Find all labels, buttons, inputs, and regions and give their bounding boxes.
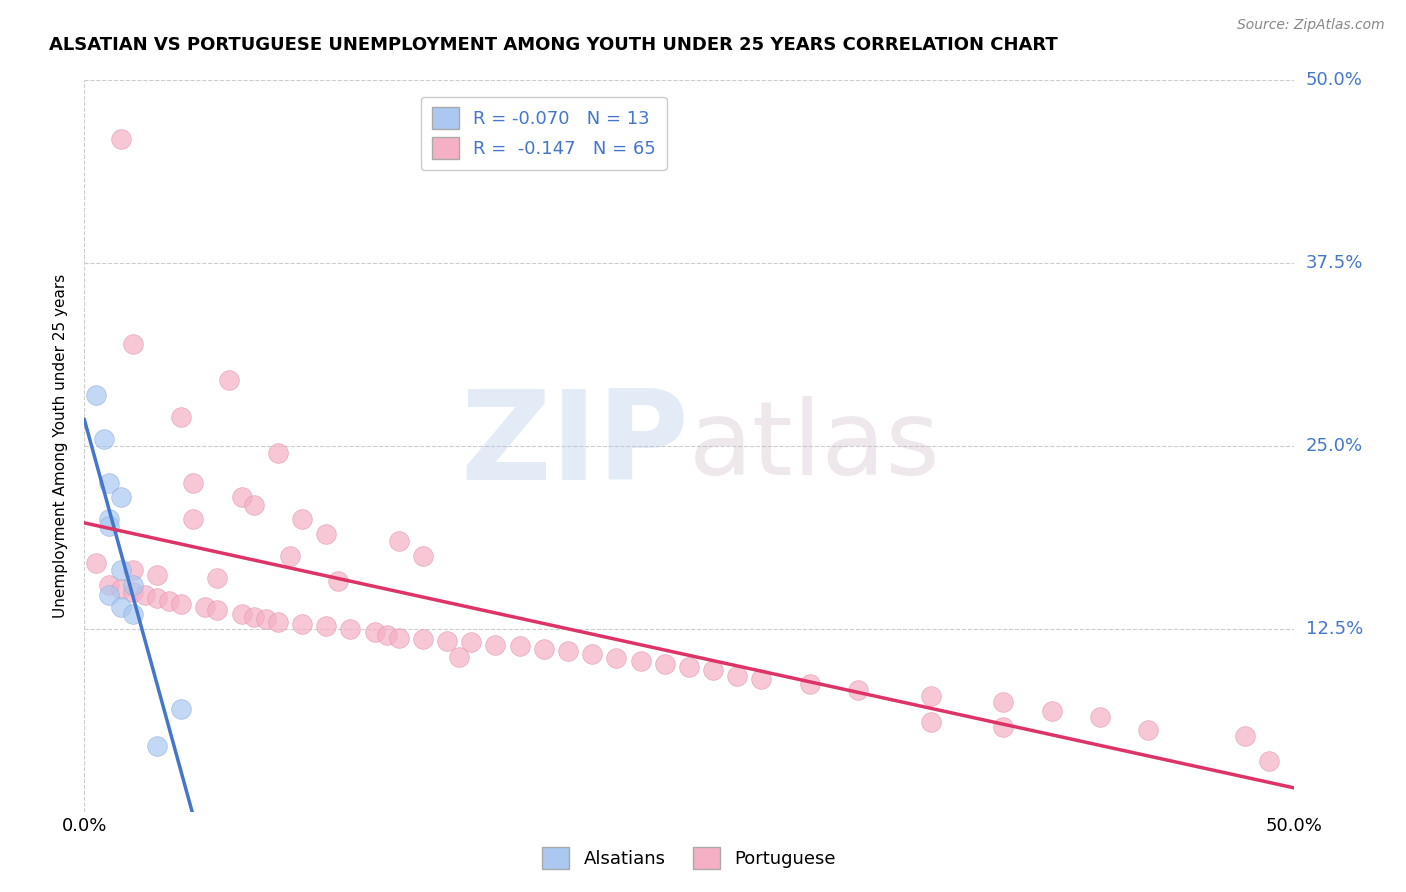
Point <box>207 603 229 617</box>
Point <box>1234 729 1257 743</box>
Point <box>86 556 108 570</box>
Point <box>1088 709 1111 723</box>
Point <box>993 695 1015 709</box>
Point <box>121 578 143 592</box>
Point <box>181 475 204 490</box>
Point <box>231 607 253 622</box>
Point <box>449 649 471 664</box>
Point <box>146 591 169 606</box>
Point <box>86 388 108 402</box>
Point <box>267 446 290 460</box>
Point <box>291 617 314 632</box>
Text: 25.0%: 25.0% <box>1306 437 1362 455</box>
Text: ZIP: ZIP <box>460 385 689 507</box>
Point <box>121 607 143 622</box>
Text: 37.5%: 37.5% <box>1306 254 1362 272</box>
Point <box>267 615 290 629</box>
Point <box>121 336 143 351</box>
Point <box>93 432 115 446</box>
Point <box>146 567 169 582</box>
Point <box>751 672 773 686</box>
Text: Source: ZipAtlas.com: Source: ZipAtlas.com <box>1237 18 1385 32</box>
Point <box>388 534 411 549</box>
Point <box>654 657 676 671</box>
Point <box>181 512 204 526</box>
Point <box>1040 704 1063 718</box>
Point <box>278 549 301 563</box>
Point <box>97 519 120 533</box>
Point <box>436 633 458 648</box>
Point <box>97 578 120 592</box>
Point <box>242 498 264 512</box>
Y-axis label: Unemployment Among Youth under 25 years: Unemployment Among Youth under 25 years <box>53 274 69 618</box>
Text: 50.0%: 50.0% <box>1306 71 1362 89</box>
Point <box>170 702 193 716</box>
Point <box>218 373 240 387</box>
Point <box>110 563 132 577</box>
Point <box>509 640 531 654</box>
Point <box>460 635 482 649</box>
Point <box>170 597 193 611</box>
Point <box>484 638 506 652</box>
Point <box>121 585 143 599</box>
Point <box>146 739 169 753</box>
Point <box>1258 754 1281 768</box>
Point <box>328 574 350 588</box>
Point <box>97 475 120 490</box>
Point <box>97 588 120 602</box>
Point <box>557 644 579 658</box>
Point <box>630 654 652 668</box>
Legend: Alsatians, Portuguese: Alsatians, Portuguese <box>534 839 844 876</box>
Point <box>157 594 180 608</box>
Point <box>121 563 143 577</box>
Point <box>605 651 627 665</box>
Point <box>678 660 700 674</box>
Point <box>412 632 434 646</box>
Text: atlas: atlas <box>689 395 941 497</box>
Point <box>363 624 385 639</box>
Point <box>194 599 217 614</box>
Point <box>533 642 555 657</box>
Point <box>207 571 229 585</box>
Point <box>993 720 1015 734</box>
Point <box>375 628 398 642</box>
Point <box>242 610 264 624</box>
Point <box>846 683 869 698</box>
Point <box>920 715 942 730</box>
Point <box>799 677 821 691</box>
Point <box>110 132 132 146</box>
Point <box>110 490 132 504</box>
Point <box>315 526 337 541</box>
Point <box>920 689 942 703</box>
Point <box>725 668 748 682</box>
Point <box>110 582 132 597</box>
Point <box>388 631 411 645</box>
Point <box>315 619 337 633</box>
Point <box>231 490 253 504</box>
Point <box>581 647 603 661</box>
Text: ALSATIAN VS PORTUGUESE UNEMPLOYMENT AMONG YOUTH UNDER 25 YEARS CORRELATION CHART: ALSATIAN VS PORTUGUESE UNEMPLOYMENT AMON… <box>49 36 1057 54</box>
Point <box>291 512 314 526</box>
Text: 12.5%: 12.5% <box>1306 620 1362 638</box>
Point <box>339 622 361 636</box>
Point <box>254 612 277 626</box>
Point <box>110 599 132 614</box>
Point <box>97 512 120 526</box>
Point <box>412 549 434 563</box>
Point <box>1137 723 1160 737</box>
Point <box>134 588 156 602</box>
Point <box>702 663 724 677</box>
Point <box>170 409 193 424</box>
